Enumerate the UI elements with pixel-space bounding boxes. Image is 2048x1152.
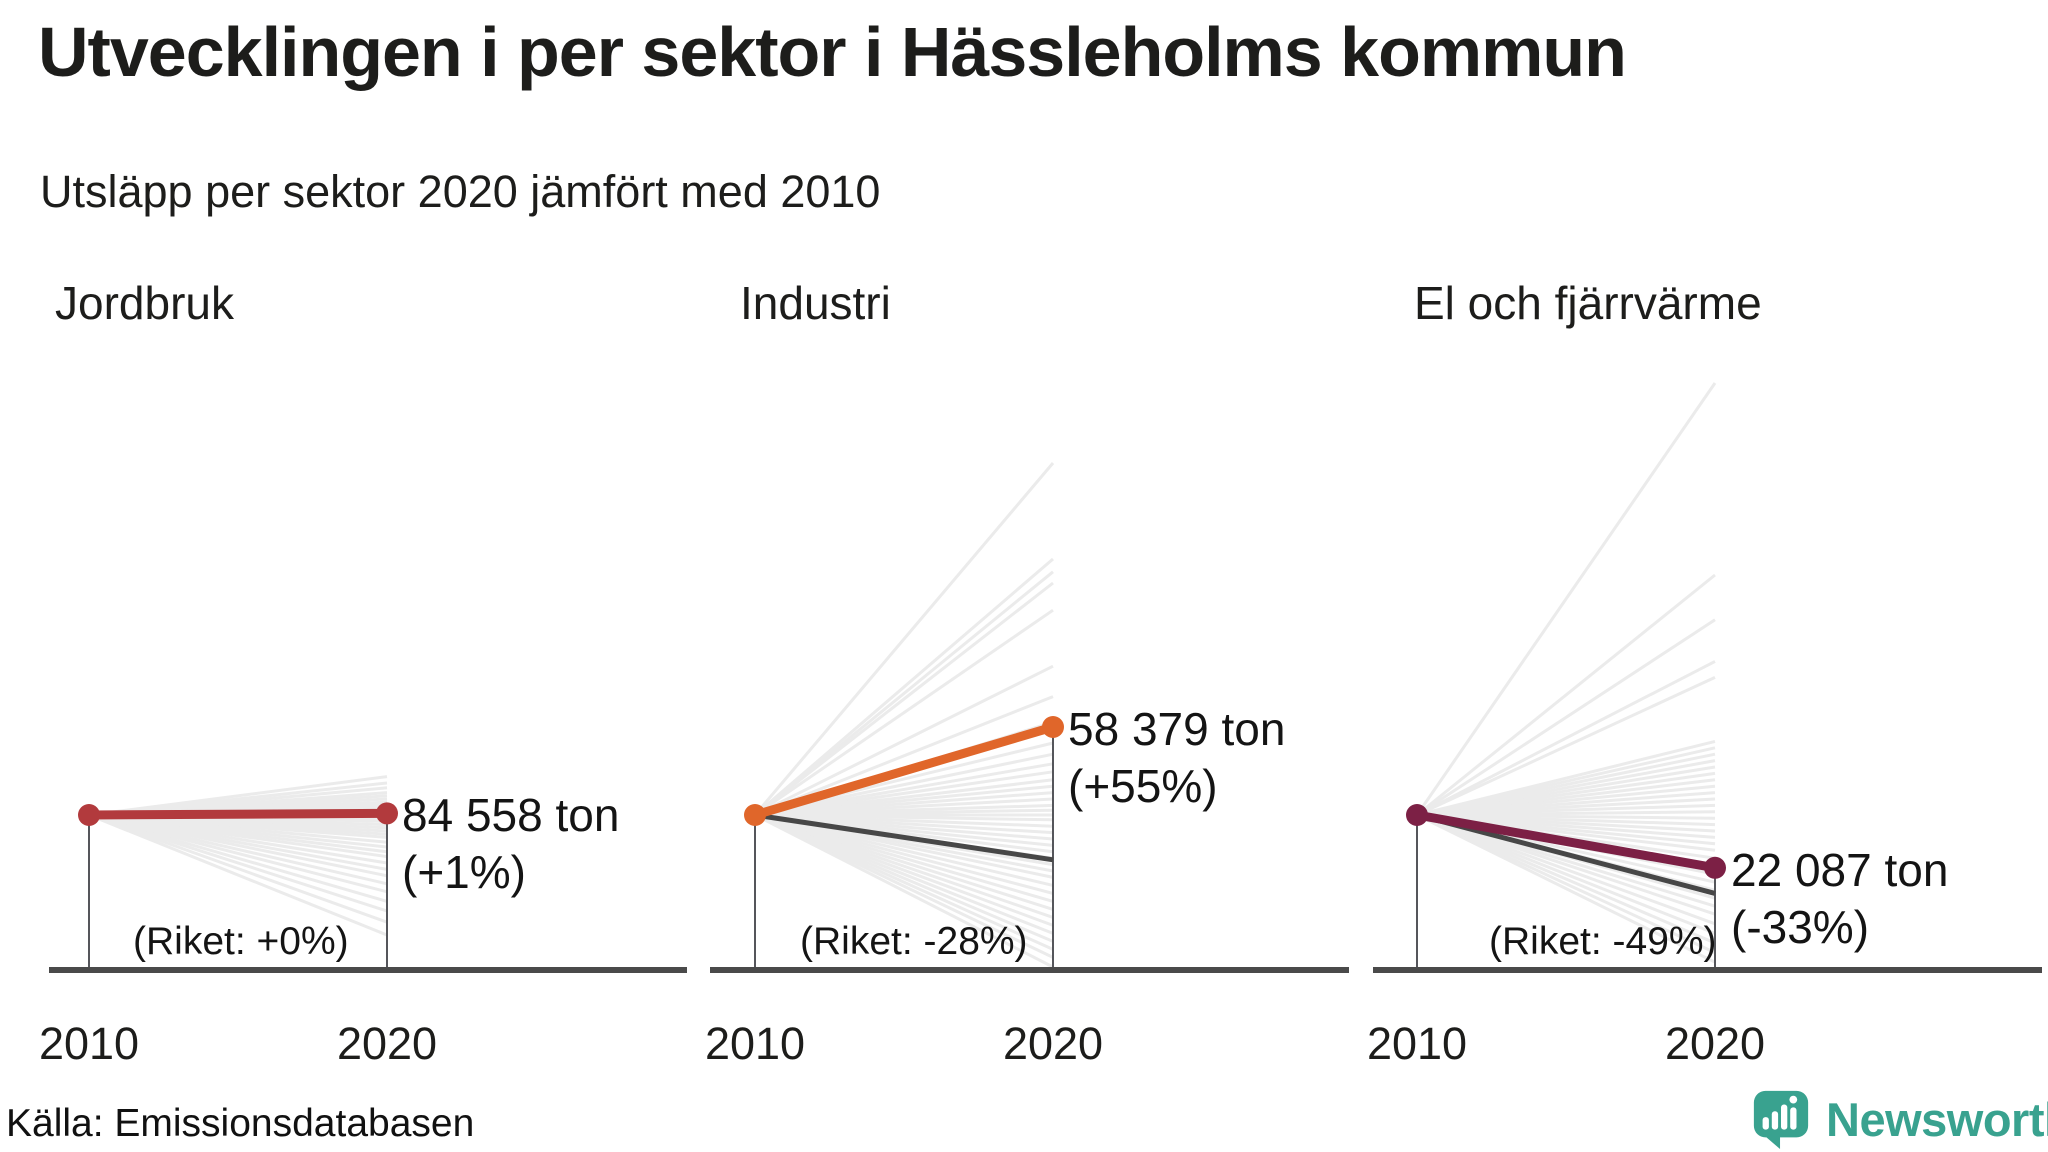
value-2020: 84 558 ton	[402, 789, 620, 841]
value-label-el-och-fjarrvarme: 22 087 ton (-33%)	[1731, 842, 1948, 956]
background-line	[88, 813, 388, 903]
endpoint-dot-2020	[1704, 856, 1726, 879]
background-line	[1416, 813, 1716, 964]
x-tick-2020: 2020	[336, 1018, 438, 1069]
background-line	[1416, 676, 1716, 817]
newsworthy-logo-icon	[1753, 1090, 1809, 1150]
endpoint-dot-2010	[1406, 804, 1428, 826]
background-line	[1416, 573, 1716, 817]
endpoint-dot-2020	[1042, 716, 1064, 738]
background-line	[88, 813, 388, 937]
riket-label-jordbruk: (Riket: +0%)	[133, 920, 349, 963]
endpoint-dot-2010	[744, 804, 766, 826]
background-line	[1416, 660, 1716, 817]
background-line	[88, 813, 388, 913]
riket-label-industri: (Riket: -28%)	[800, 920, 1028, 963]
background-line	[754, 608, 1054, 817]
background-line	[753, 462, 1055, 816]
value-2020: 58 379 ton	[1068, 703, 1286, 755]
municipality-line	[750, 722, 1058, 820]
x-tick-2010: 2010	[38, 1018, 140, 1069]
background-line	[754, 813, 1054, 969]
x-tick-2020: 2020	[1002, 1018, 1104, 1069]
value-label-industri: 58 379 ton (+55%)	[1068, 701, 1285, 815]
background-line	[754, 557, 1054, 817]
brand-name: Newsworthy	[1826, 1092, 2048, 1146]
value-2020: 22 087 ton	[1731, 844, 1949, 896]
change-pct: (+1%)	[402, 846, 526, 898]
municipality-line	[84, 808, 392, 820]
page-title: Utvecklingen i per sektor i Hässleholms …	[38, 13, 1627, 91]
background-line	[88, 813, 388, 924]
background-line	[1416, 813, 1716, 916]
page-subtitle: Utsläpp per sektor 2020 jämfört med 2010	[40, 166, 881, 217]
panel-title-el-och-fjarrvarme: El och fjärrvärme	[1414, 277, 1762, 329]
riket-label-el-och-fjarrvarme: (Riket: -49%)	[1489, 920, 1717, 963]
background-line	[1416, 618, 1716, 817]
x-tick-2020: 2020	[1664, 1018, 1766, 1069]
panel-title-industri: Industri	[740, 277, 891, 329]
x-tick-2010: 2010	[1366, 1018, 1468, 1069]
riket-line	[754, 812, 1054, 863]
endpoint-dot-2010	[78, 804, 100, 826]
background-line	[88, 813, 388, 894]
panel-title-jordbruk: Jordbruk	[55, 277, 234, 329]
background-line	[754, 695, 1054, 817]
endpoint-dot-2020	[376, 802, 398, 825]
value-label-jordbruk: 84 558 ton (+1%)	[402, 787, 619, 901]
brand-lockup: Newsworthy	[1750, 1086, 2048, 1152]
background-line	[754, 581, 1054, 817]
background-line	[754, 664, 1054, 817]
municipality-line	[1412, 810, 1720, 873]
change-pct: (-33%)	[1731, 901, 1870, 953]
x-tick-2010: 2010	[704, 1018, 806, 1069]
change-pct: (+55%)	[1068, 760, 1218, 812]
source-note: Källa: Emissionsdatabasen	[6, 1102, 475, 1145]
background-line	[1415, 382, 1717, 816]
